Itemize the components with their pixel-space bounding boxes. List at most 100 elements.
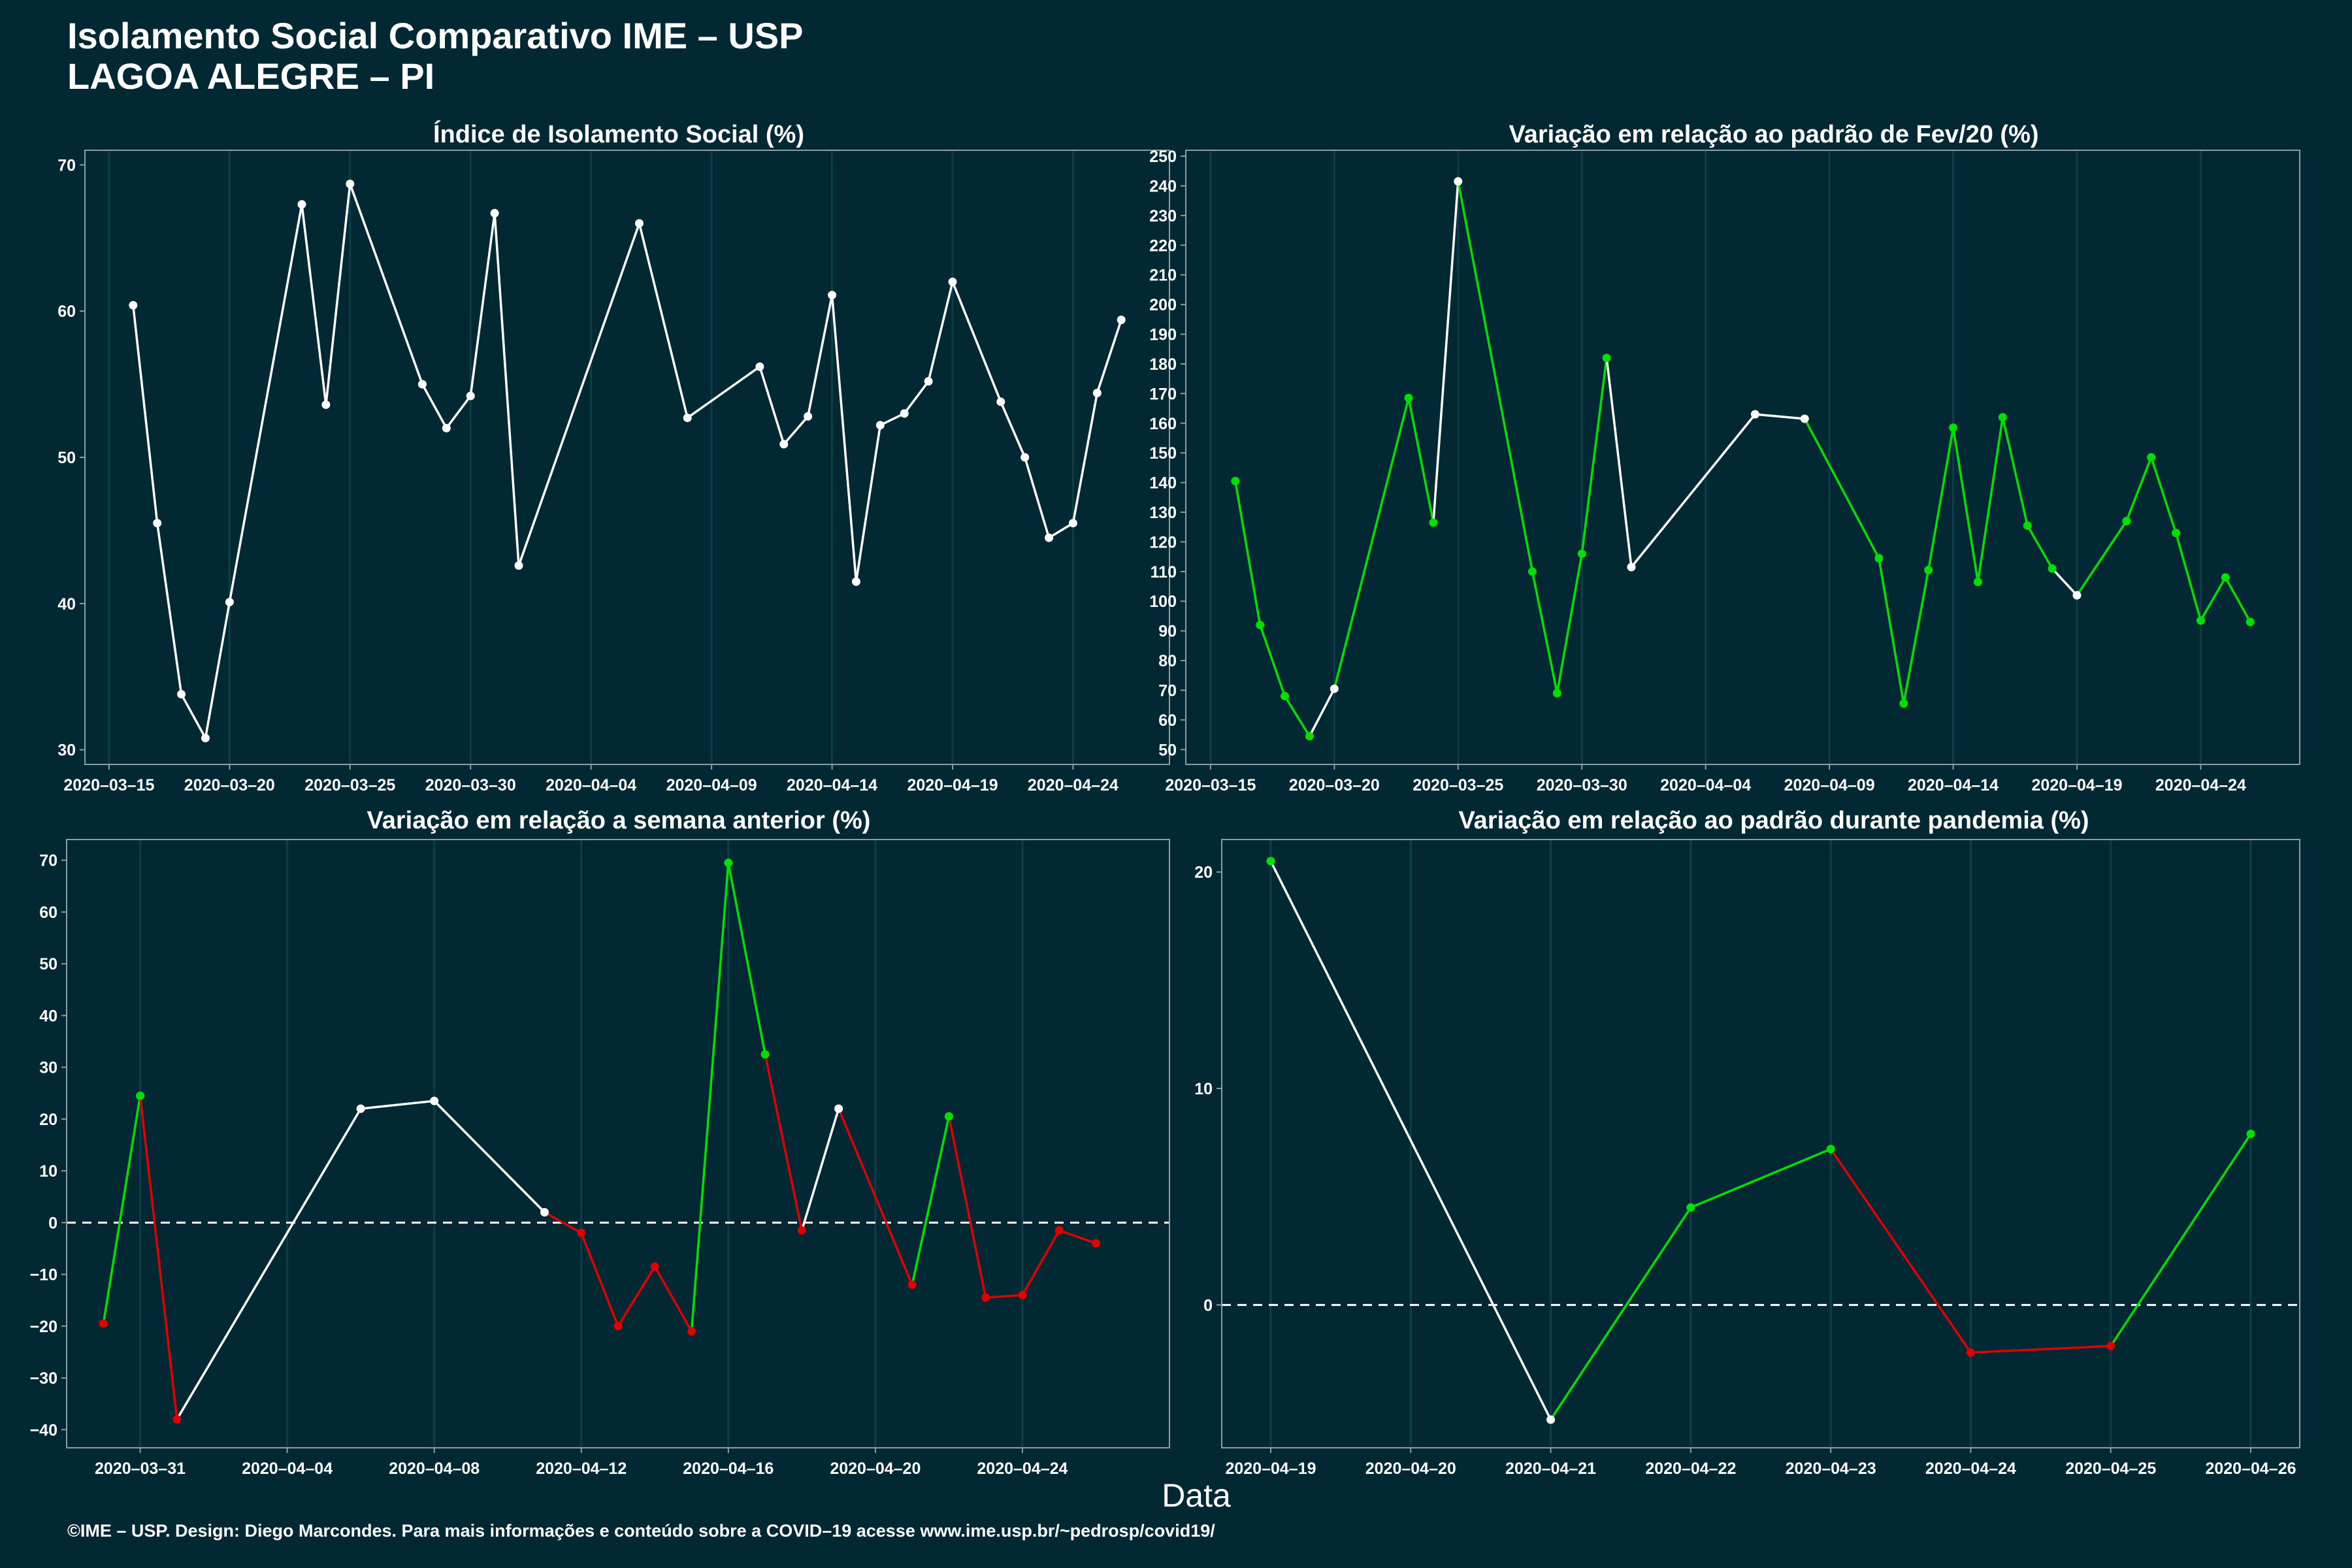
series-line-segment [360,1100,434,1110]
data-point [172,1414,182,1424]
series-line-segment [1829,1148,1972,1354]
series-line-segment [2076,520,2128,596]
data-point [834,1104,843,1113]
y-tick-label: 20 [1194,864,1213,882]
data-point [225,598,234,607]
x-tick-label: 2020–04–22 [1645,1460,1736,1478]
series-line-segment [830,295,858,582]
data-point [514,561,523,570]
x-tick-label: 2020–04–19 [907,776,998,794]
x-tick-label: 2020–03–31 [95,1460,186,1478]
series-line-segment [903,380,930,414]
series-line-segment [617,1266,656,1327]
series-line-segment [325,184,351,405]
series-line-segment [445,395,472,429]
series-line-segment [2150,457,2178,534]
chart-panel-1: Índice de Isolamento Social (%) 30 40 50 60 7… [57,120,1170,794]
series-line-segment [1803,418,1880,559]
series-line-segment [2110,1133,2252,1347]
data-point [1330,684,1339,693]
y-tick-label: −40 [30,1421,57,1439]
y-tick-label: 230 [1149,207,1177,225]
chart-title: Variação em relação a semana anterior (%… [367,807,871,834]
data-point [1577,549,1586,559]
data-point [1686,1203,1695,1212]
data-point [1454,177,1463,186]
y-tick-label: 60 [1158,711,1177,730]
x-axis-label: Data [1162,1477,1231,1514]
footer-credit: ©IME – USP. Design: Diego Marcondes. Par… [67,1521,1215,1541]
data-point [797,1226,806,1235]
y-tick-label: 90 [1158,623,1177,641]
data-point [2172,529,2181,538]
data-point [1054,1226,1064,1235]
data-point [1281,692,1290,701]
data-point [1021,453,1030,462]
x-tick-label: 2020–04–20 [830,1460,921,1478]
series-line-segment [1903,570,1930,704]
x-tick-label: 2020–04–14 [1908,776,1999,794]
series-line-segment [837,1108,913,1286]
x-tick-label: 2020–03–25 [1413,776,1503,794]
data-point [1602,353,1611,363]
data-point [1117,316,1126,325]
data-point [851,577,860,586]
data-point [760,1050,770,1059]
data-point [2221,573,2230,582]
series-line-segment [927,282,954,382]
series-line-segment [1952,427,1980,583]
data-point [99,1319,108,1328]
series-line-segment [1755,413,1805,420]
series-line-segment [1308,688,1335,737]
series-line-segment [2051,568,2078,596]
data-point [1924,566,1933,575]
data-point [634,219,644,228]
plot-frame [1185,150,2300,765]
series-line-segment [1970,1345,2111,1354]
data-point [613,1322,623,1331]
series-line-segment [1927,427,1955,570]
data-point [907,1280,917,1289]
series-line-segment [228,204,303,602]
series-line-segment [759,366,785,445]
data-point [346,179,355,188]
x-tick-label: 2020–04–16 [683,1460,774,1478]
y-tick-label: −10 [30,1266,57,1284]
data-point [417,380,427,389]
series-line-segment [1878,558,1905,704]
series-line-segment [1976,417,2004,582]
series-line-segment [1023,457,1051,538]
x-tick-label: 2020–03–20 [184,776,275,794]
plot-area [85,150,1169,764]
y-tick-label: 70 [1158,681,1177,700]
data-point [755,362,764,371]
data-point [1092,389,1102,398]
x-tick-label: 2020–03–15 [1165,776,1256,794]
data-point [356,1104,365,1113]
series-line-segment [1531,571,1559,694]
data-point [129,301,138,310]
page-title: Isolamento Social Comparativo IME – USP [67,15,804,56]
series-line-segment [1432,181,1460,523]
data-point [996,397,1005,406]
series-line-segment [1457,181,1534,572]
series-line-segment [2026,525,2053,570]
y-tick-label: 20 [39,1111,57,1129]
series-line-segment [2125,457,2153,522]
series-line-segment [1000,401,1026,458]
series-line-segment [1058,1229,1097,1245]
plot-frame [1221,839,2300,1448]
y-tick-label: 50 [57,449,76,467]
series-line-segment [1269,860,1552,1420]
chart-panel-2: Variação em relação ao padrão de Fev/20 … [1149,121,2300,794]
data-point [442,423,451,433]
y-tick-label: 200 [1149,296,1177,314]
x-tick-label: 2020–04–23 [1786,1460,1876,1478]
series-line-segment [764,1054,804,1231]
y-tick-label: 240 [1149,177,1177,195]
series-line-segment [1630,414,1756,568]
data-point [1998,413,2007,422]
x-tick-label: 2020–04–19 [2031,776,2122,794]
plot-area [1222,840,2300,1448]
x-tick-label: 2020–04–20 [1365,1460,1456,1478]
